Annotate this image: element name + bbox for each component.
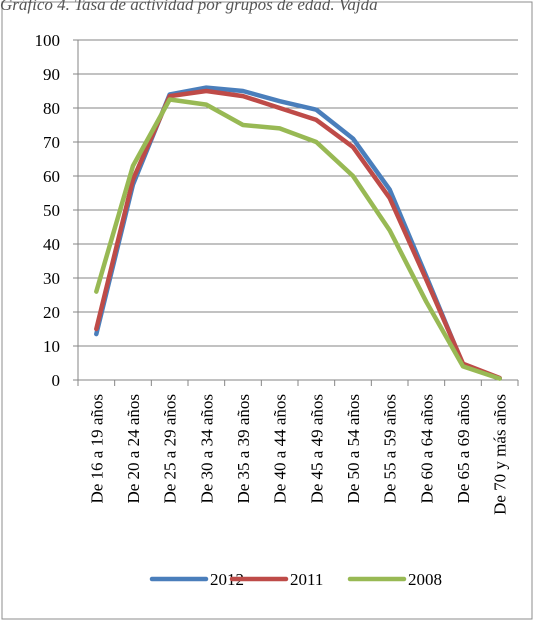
legend-label-2011: 2011: [290, 570, 323, 589]
data-point-2012: [314, 108, 318, 112]
data-point-2008: [94, 290, 98, 294]
series-line-2008: [94, 97, 502, 381]
legend-label-2008: 2008: [408, 570, 442, 589]
y-tick-label: 10: [43, 337, 60, 356]
data-point-2011: [278, 106, 282, 110]
series-lines: [94, 85, 502, 381]
data-point-2012: [204, 86, 208, 90]
y-tick-label: 90: [43, 65, 60, 84]
x-tick-label: De 55 a 59 años: [381, 394, 400, 504]
data-point-2011: [204, 89, 208, 93]
data-point-2008: [351, 174, 355, 178]
y-tick-label: 100: [35, 31, 61, 50]
data-point-2011: [94, 327, 98, 331]
axes: 0 10 20 30 40 50 60 70 80 90 100 De 16 a 19 años De …: [35, 31, 519, 515]
data-point-2011: [424, 278, 428, 282]
data-point-2011: [241, 94, 245, 98]
x-tick-label: De 60 a 64 años: [417, 394, 436, 504]
chart-title-partial: Gráfico 4. Tasa de actividad por grupos …: [0, 0, 378, 14]
x-tick-label: De 25 a 29 años: [161, 394, 180, 504]
x-tick-label: De 50 a 54 años: [344, 394, 363, 504]
x-tick-label: De 16 a 19 años: [87, 394, 106, 504]
data-point-2008: [498, 377, 502, 381]
x-tick-label: De 35 a 39 años: [234, 394, 253, 504]
y-tick-label: 60: [43, 167, 60, 186]
data-point-2008: [131, 164, 135, 168]
legend: 2012 2011 2008: [149, 570, 442, 589]
data-point-2011: [388, 196, 392, 200]
data-point-2012: [94, 332, 98, 336]
data-point-2008: [424, 300, 428, 304]
data-point-2011: [351, 145, 355, 149]
y-tick-label: 20: [43, 303, 60, 322]
y-tick-label: 70: [43, 133, 60, 152]
x-tick-label: De 70 y más años: [491, 394, 510, 515]
legend-label-2012: 2012: [210, 570, 244, 589]
data-point-2012: [388, 188, 392, 192]
y-tick-label: 80: [43, 99, 60, 118]
x-tick-label: De 40 a 44 años: [271, 394, 290, 504]
data-point-2011: [314, 118, 318, 122]
data-point-2008: [204, 103, 208, 107]
y-tick-label: 40: [43, 235, 60, 254]
x-tick-label: De 45 a 49 años: [307, 394, 326, 504]
x-tick-label: De 20 a 24 años: [124, 394, 143, 504]
data-point-2012: [278, 99, 282, 103]
data-point-2008: [278, 126, 282, 130]
y-tick-label: 30: [43, 269, 60, 288]
data-point-2008: [168, 98, 172, 101]
data-point-2012: [351, 137, 355, 141]
data-point-2008: [388, 228, 392, 232]
data-point-2012: [241, 89, 245, 93]
data-point-2011: [168, 94, 172, 98]
data-point-2011: [131, 177, 135, 181]
y-tick-label: 50: [43, 201, 60, 220]
x-tick-label: De 30 a 34 años: [197, 394, 216, 504]
data-point-2008: [314, 140, 318, 144]
data-point-2008: [241, 123, 245, 127]
x-tick-label: De 65 a 69 años: [454, 394, 473, 504]
data-point-2008: [461, 364, 465, 368]
y-tick-label: 0: [52, 371, 61, 390]
